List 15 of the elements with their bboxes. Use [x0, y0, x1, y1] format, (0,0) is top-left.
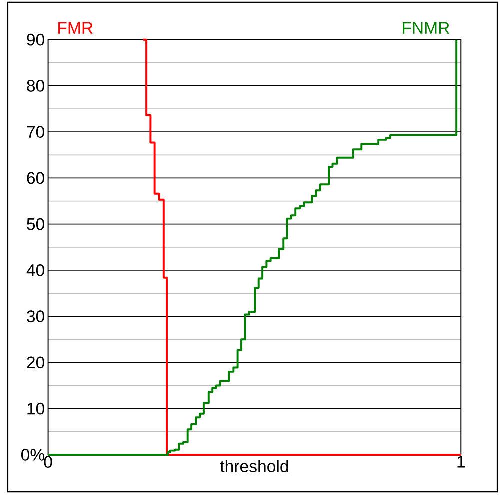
- y-tick-label: 70: [27, 126, 44, 138]
- y-tick-label: 10: [28, 403, 44, 416]
- x-tick-label: 1: [458, 456, 465, 468]
- y-tick-label: 0%: [22, 449, 45, 462]
- y-tick-label: 40: [26, 264, 44, 277]
- y-tick-label: 50: [27, 218, 44, 231]
- x-axis-title: threshold: [220, 460, 288, 473]
- y-tick-label: 80: [27, 80, 44, 92]
- series-label: FNMR: [403, 22, 450, 34]
- x-tick-label: 0: [44, 456, 52, 468]
- y-tick-label: 90: [27, 34, 44, 46]
- text: FMR: [58, 22, 93, 34]
- y-tick-label: 60: [27, 172, 44, 184]
- y-tick-label: 20: [27, 356, 44, 369]
- y-tick-label: 30: [27, 310, 44, 323]
